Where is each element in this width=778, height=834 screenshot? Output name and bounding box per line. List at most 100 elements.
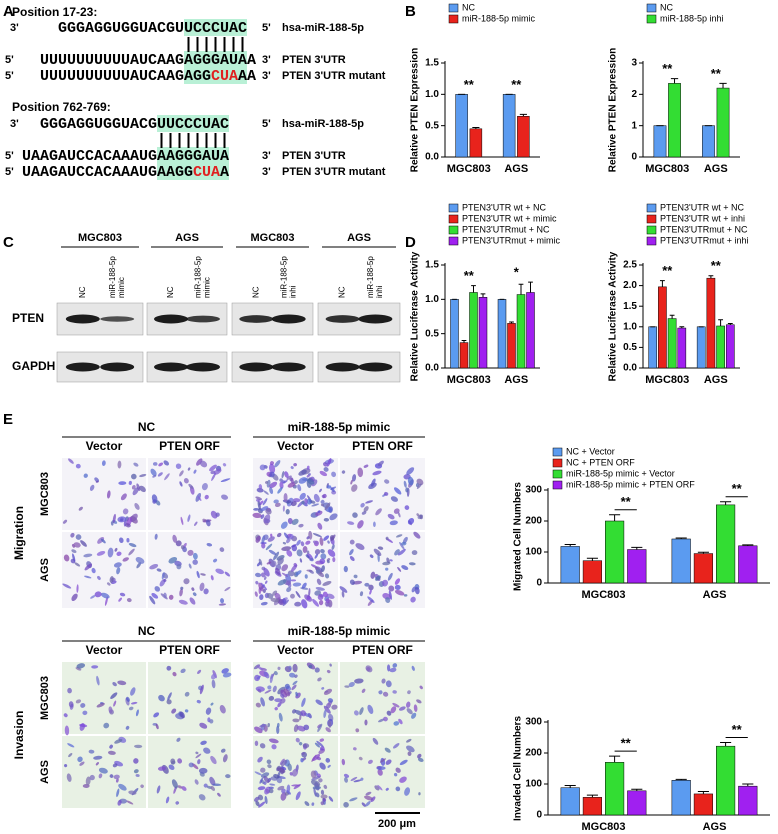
cell [133,758,139,764]
cell [131,485,136,490]
cell [329,513,338,521]
cell [323,784,328,789]
blot-band [271,314,306,324]
y-axis-label: Migrated Cell Numbers [513,482,524,591]
cell [110,521,114,526]
bar [658,286,667,369]
error-bar [480,293,486,298]
prime-end: 3' [262,166,271,178]
significance-label: ** [621,494,632,509]
cell [302,545,308,553]
cell [203,747,211,754]
cell [269,487,274,495]
cell [283,688,291,697]
sequence: UUUUUUUUUUAUCAAGAGGCUAAA [40,68,256,85]
cell [349,548,354,556]
cell [161,572,165,580]
bar [653,125,667,158]
cell [349,797,358,802]
cell [299,714,302,721]
cell [399,541,405,550]
cell [306,536,310,540]
cell [325,598,330,604]
cell [117,680,127,686]
cell [268,738,279,744]
cell [286,549,293,557]
cell [89,774,95,781]
cell [176,563,182,570]
legend-label: PTEN3'UTR wt + inhi [660,213,745,223]
cell [269,783,276,786]
cell [296,539,301,546]
column-label: PTEN ORF [352,439,413,453]
bar [526,292,535,369]
cell [320,746,325,751]
cell [360,502,365,508]
cell [367,596,375,603]
y-tick-label: 3 [631,58,637,69]
cell [344,685,350,688]
cell [264,689,272,694]
cell [395,767,401,773]
cell [323,709,327,719]
blot-band [239,362,274,372]
significance-label: * [514,265,520,280]
row-label: AGS [39,558,51,582]
cell [211,673,217,680]
cell [192,592,197,597]
cell [180,516,184,526]
cell [199,460,208,468]
cell [64,764,68,768]
cell [339,586,348,593]
cell [303,724,310,731]
error-bar [669,314,675,319]
cell [153,712,160,718]
cell [317,723,323,733]
cell [312,540,319,545]
y-tick-label: 200 [525,516,542,527]
cell [386,710,392,716]
bar [667,318,677,369]
significance-label: ** [732,481,743,496]
cell [326,457,332,467]
cell [327,764,331,768]
cell [282,598,287,605]
y-axis-label: Invaded Cell Numbers [513,716,524,821]
panel-label: E [3,411,13,428]
cell [101,460,106,466]
cell [290,501,297,507]
cell [349,539,355,545]
bar [497,299,507,369]
cell [343,565,348,573]
cell [403,594,408,597]
cell [406,701,411,708]
x-tick-label: MGC803 [581,589,625,601]
cell [80,703,86,708]
cell [177,758,183,764]
y-tick-label: 1.0 [623,321,637,332]
cell [136,483,141,491]
sequence-label: hsa-miR-188-5p [282,118,364,130]
cell [217,792,221,797]
cell [96,675,100,686]
cell [343,801,349,808]
bar [671,538,691,584]
cell [405,487,409,493]
cell [259,594,264,600]
cell [347,521,355,525]
cell [280,689,288,698]
cell [183,578,190,585]
cell [399,776,407,783]
cell [361,688,366,693]
cell [265,480,269,484]
cell [128,790,137,795]
cell [301,582,307,589]
cell [222,754,228,763]
cell [404,505,410,510]
cell [393,487,402,495]
column-label: Vector [277,439,314,453]
cell [351,484,358,492]
cell [257,500,261,510]
bar [627,549,647,584]
cell [109,744,113,749]
